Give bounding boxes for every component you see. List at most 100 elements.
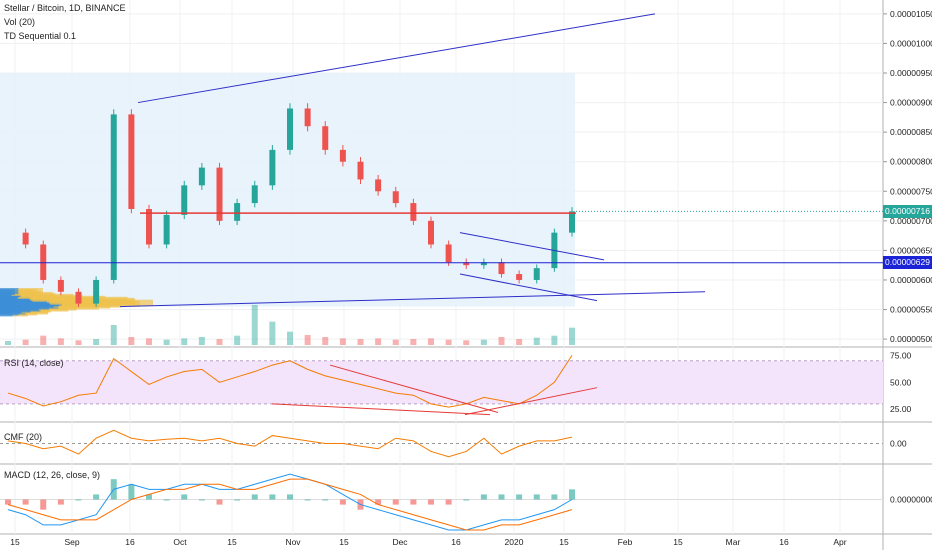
volume-bar [5, 341, 11, 345]
volume-profile-down-bar [18, 287, 43, 294]
macd-histogram-bar [128, 484, 135, 500]
candle-body [339, 149, 346, 162]
macd-histogram-bar [234, 499, 241, 501]
volume-bar [339, 338, 346, 345]
volume-bar [516, 339, 523, 345]
macd-histogram-bar [551, 494, 558, 500]
macd-histogram-bar [498, 494, 505, 500]
rsi-label[interactable]: RSI (14, close) [4, 358, 64, 368]
macd-histogram-bar [410, 499, 417, 505]
macd-histogram-bar [516, 494, 523, 500]
macd-histogram-bar [339, 499, 346, 505]
candle-body [234, 203, 241, 221]
volume-bar [498, 337, 505, 345]
volume-bar [110, 325, 117, 345]
price-axis-label: 0.00000500 [890, 334, 932, 344]
volume-bar [463, 340, 470, 345]
time-axis-label: 15 [559, 537, 569, 547]
cmf-axis-label: 0.00 [890, 439, 907, 449]
candle-body [463, 262, 470, 266]
volume-bar [163, 339, 170, 345]
rsi-band [0, 360, 883, 404]
candle-body [322, 126, 329, 150]
volume-bar [128, 337, 135, 345]
rsi-axis-label: 50.00 [890, 377, 912, 387]
rsi-divergence-line [329, 364, 499, 413]
wedge-upper-trendline [459, 232, 605, 261]
macd-histogram-bar [75, 499, 82, 501]
rsi-axis-label: 25.00 [890, 404, 912, 414]
macd-histogram-bar [445, 499, 452, 505]
candle-body [251, 185, 258, 204]
horizontal-level-tag: 0.00000629 [883, 256, 932, 269]
macd-histogram-bar [569, 489, 575, 500]
price-axis-label: 0.00000900 [890, 98, 932, 108]
macd-histogram-bar [480, 494, 487, 500]
volume-bar [198, 337, 205, 345]
lower-channel-trendline [119, 291, 706, 308]
cmf-label[interactable]: CMF (20) [4, 432, 42, 442]
range-highlight [0, 73, 575, 307]
candle-body [198, 167, 205, 186]
volume-bar [146, 338, 152, 345]
time-axis-label: 15 [339, 537, 349, 547]
macd-axis-label: 0.00000000 [890, 495, 932, 505]
time-axis-label: 16 [779, 537, 789, 547]
rsi-trendline [464, 387, 598, 416]
volume-bar [304, 335, 311, 345]
candle-body [410, 203, 417, 221]
volume-bar [40, 335, 47, 345]
macd-histogram-bar [322, 499, 329, 501]
price-axis-label: 0.00000700 [890, 216, 932, 226]
time-axis-label: Mar [726, 537, 741, 547]
volume-bar [551, 335, 558, 345]
time-axis-label: Nov [285, 537, 301, 547]
price-axis-label: 0.00000850 [890, 127, 932, 137]
macd-histogram-bar [181, 494, 188, 500]
volume-bar [445, 339, 452, 345]
volume-bar [269, 321, 276, 345]
volume-bar [357, 339, 364, 345]
macd-label[interactable]: MACD (12, 26, close, 9) [4, 470, 101, 480]
candle-body [480, 262, 487, 266]
macd-histogram-bar [533, 494, 540, 500]
candle-body [75, 291, 82, 304]
time-axis-label: Sep [64, 537, 79, 547]
macd-histogram-bar [22, 499, 29, 505]
macd-histogram-bar [269, 494, 276, 500]
macd-histogram-bar [216, 499, 223, 505]
last-price-tag: 0.00000716 [883, 205, 932, 218]
volume-bar [410, 339, 417, 345]
volume-bar [181, 338, 188, 345]
time-axis-label: Feb [618, 537, 633, 547]
candle-body [516, 274, 523, 280]
candle-body [22, 232, 29, 245]
volume-bar [93, 339, 100, 345]
price-axis-label: 0.00000800 [890, 157, 932, 167]
macd-histogram-bar [146, 494, 152, 500]
candle-body [498, 262, 505, 275]
candle-body [93, 279, 100, 304]
time-axis-label: Apr [833, 537, 846, 547]
candle-body [533, 268, 540, 280]
time-axis-label: 2020 [505, 537, 524, 547]
candle-body [181, 185, 188, 215]
macd-histogram-bar [251, 494, 258, 500]
volume-bar [392, 339, 399, 345]
volume-bar [251, 305, 258, 345]
wedge-lower-trendline [459, 273, 598, 302]
candle-body [428, 220, 434, 245]
volume-indicator-label[interactable]: Vol (20) [4, 17, 36, 27]
volume-bar [428, 338, 434, 345]
td-sequential-label[interactable]: TD Sequential 0.1 [4, 31, 77, 41]
macd-histogram-bar [392, 499, 399, 505]
rsi-line [7, 355, 573, 408]
macd-histogram-bar [463, 499, 470, 501]
volume-bar [57, 338, 64, 345]
price-axis-label: 0.00000650 [890, 245, 932, 255]
volume-bar [322, 337, 329, 345]
candle-body [569, 211, 575, 233]
macd-histogram-bar [5, 499, 11, 505]
volume-bar [22, 339, 29, 345]
